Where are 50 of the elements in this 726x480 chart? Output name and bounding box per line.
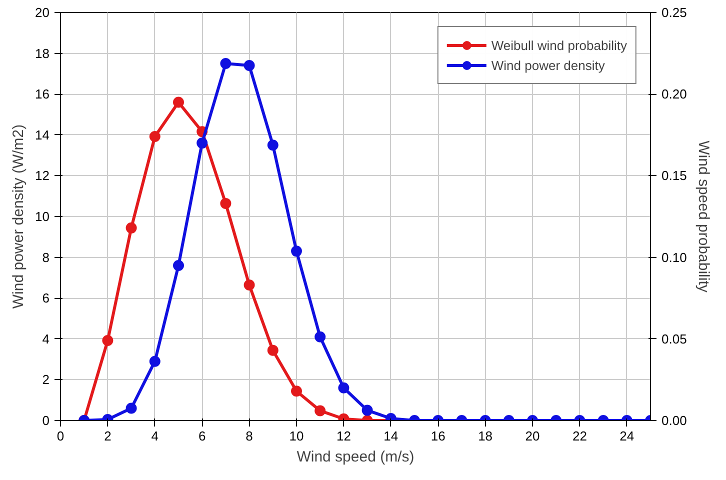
x-tick-label: 2: [104, 428, 112, 444]
point: [291, 246, 302, 257]
point: [173, 96, 184, 108]
point: [102, 335, 114, 346]
y2-tick-label: 0.00: [662, 413, 687, 428]
x-tick-label: 10: [289, 428, 304, 444]
x-tick-label: 0: [56, 428, 64, 444]
y-tick-label: 4: [42, 331, 50, 346]
y-tick-label: 10: [35, 209, 50, 224]
x-axis-title: Wind speed (m/s): [296, 448, 414, 466]
legend-label: Weibull wind probability: [491, 38, 627, 52]
y2-axis-title: Wind speed probability: [694, 140, 712, 293]
x-tick-label: 14: [384, 428, 398, 444]
x-tick-label: 24: [620, 428, 634, 444]
y-tick-label: 6: [42, 290, 50, 306]
x-tick-label: 18: [478, 428, 493, 444]
y-tick-label: 18: [35, 46, 50, 61]
y2-tick-label: 0.20: [662, 86, 687, 102]
point: [173, 260, 184, 271]
y-axis-title: Wind power density (W/m2): [10, 124, 28, 309]
y-tick-label: 12: [35, 168, 50, 184]
y-tick-label: 14: [35, 127, 50, 142]
point: [291, 386, 302, 397]
y2-tick-label: 0.05: [662, 331, 687, 346]
x-tick-label: 20: [525, 428, 540, 444]
point: [196, 138, 208, 149]
y-tick-label: 16: [35, 86, 50, 102]
y2-tick-label: 0.25: [662, 5, 687, 20]
x-tick-label: 8: [246, 428, 253, 444]
x-tick-label: 12: [336, 428, 351, 444]
point: [244, 280, 255, 291]
y2-tick-label: 0.15: [662, 168, 687, 184]
point: [314, 405, 326, 416]
y-tick-label: 2: [42, 372, 50, 388]
x-tick-label: 4: [151, 428, 159, 444]
x-tick-label: 16: [430, 428, 446, 444]
point: [244, 60, 255, 72]
x-tick-label: 6: [198, 428, 206, 444]
point: [267, 344, 278, 356]
y-tick-label: 8: [42, 250, 50, 265]
point: [149, 131, 160, 142]
y2-tick-label: 0.10: [662, 250, 687, 265]
y-tick-label: 20: [35, 5, 50, 20]
point: [267, 140, 278, 151]
legend-label: Wind power density: [491, 58, 605, 72]
y-tick-label: 0: [42, 413, 50, 428]
x-tick-label: 22: [572, 428, 587, 444]
point: [220, 198, 232, 209]
point: [126, 222, 137, 234]
point: [220, 58, 232, 69]
